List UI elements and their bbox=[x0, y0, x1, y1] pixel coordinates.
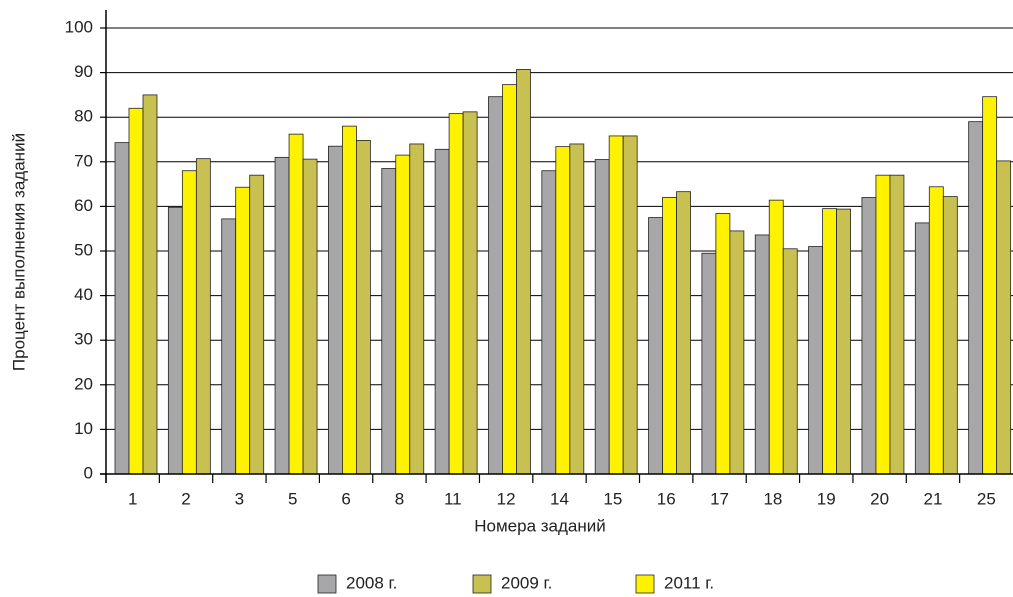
bar bbox=[249, 174, 265, 475]
x-tick-label: 17 bbox=[710, 489, 729, 508]
x-tick-label: 25 bbox=[977, 489, 996, 508]
legend-label: 2009 г. bbox=[501, 573, 552, 592]
bar bbox=[128, 107, 144, 475]
bar bbox=[676, 191, 691, 475]
bar bbox=[968, 121, 984, 475]
x-tick-label: 1 bbox=[128, 489, 137, 508]
bar bbox=[181, 170, 197, 475]
bar bbox=[302, 158, 318, 475]
bar bbox=[488, 96, 503, 475]
bar bbox=[288, 133, 304, 475]
bar bbox=[594, 159, 610, 475]
bar bbox=[342, 125, 357, 475]
bar bbox=[996, 160, 1012, 475]
bar bbox=[768, 199, 784, 475]
bar bbox=[701, 252, 717, 475]
bar bbox=[516, 69, 531, 475]
bar bbox=[648, 217, 663, 475]
y-axis-title: Процент выполнения заданий bbox=[9, 133, 28, 371]
bar bbox=[409, 143, 425, 475]
y-tick-label: 50 bbox=[74, 240, 93, 259]
bar bbox=[274, 156, 290, 475]
bar bbox=[328, 145, 343, 475]
bar bbox=[608, 135, 624, 475]
bar bbox=[195, 158, 211, 475]
bar bbox=[448, 113, 464, 475]
legend-label: 2011 г. bbox=[664, 573, 714, 592]
bar bbox=[782, 248, 798, 475]
y-tick-label: 100 bbox=[65, 17, 93, 36]
x-tick-label: 19 bbox=[817, 489, 836, 508]
bar bbox=[889, 174, 905, 475]
bar bbox=[982, 96, 998, 475]
bar bbox=[381, 168, 397, 475]
bar bbox=[502, 84, 517, 475]
bar bbox=[434, 148, 450, 475]
y-tick-label: 20 bbox=[74, 374, 93, 393]
y-tick-label: 70 bbox=[74, 151, 93, 170]
y-tick-label: 30 bbox=[74, 330, 93, 349]
legend-swatch bbox=[472, 574, 492, 594]
y-tick-label: 10 bbox=[74, 419, 93, 438]
x-axis-title: Номера заданий bbox=[474, 516, 606, 535]
x-tick-label: 14 bbox=[550, 489, 569, 508]
legend-label: 2008 г. bbox=[346, 573, 397, 592]
bar bbox=[167, 206, 183, 475]
x-tick-label: 11 bbox=[444, 489, 462, 508]
bar bbox=[541, 170, 557, 475]
bar bbox=[462, 111, 478, 475]
bar bbox=[729, 230, 745, 475]
x-tick-label: 21 bbox=[924, 489, 943, 508]
bar bbox=[754, 234, 770, 475]
bar bbox=[622, 135, 638, 475]
y-tick-label: 80 bbox=[74, 107, 93, 126]
bar bbox=[555, 146, 571, 475]
bar bbox=[715, 213, 731, 475]
bar bbox=[861, 197, 877, 475]
legend-swatch bbox=[317, 574, 337, 594]
bar bbox=[114, 142, 130, 475]
x-tick-label: 18 bbox=[763, 489, 782, 508]
x-tick-label: 3 bbox=[235, 489, 244, 508]
x-tick-label: 8 bbox=[395, 489, 404, 508]
bar bbox=[356, 139, 371, 475]
bar bbox=[808, 246, 823, 475]
bar bbox=[928, 186, 944, 475]
bar bbox=[395, 154, 411, 475]
x-tick-label: 6 bbox=[341, 489, 350, 508]
y-tick-label: 0 bbox=[84, 463, 93, 482]
bar bbox=[569, 143, 585, 475]
bar bbox=[942, 196, 958, 475]
x-tick-label: 20 bbox=[870, 489, 889, 508]
bar bbox=[662, 197, 677, 475]
bar bbox=[822, 208, 837, 475]
x-tick-label: 2 bbox=[181, 489, 190, 508]
bar bbox=[914, 222, 930, 475]
x-tick-label: 15 bbox=[603, 489, 622, 508]
bar bbox=[875, 174, 891, 475]
legend-swatch bbox=[635, 574, 655, 594]
bar bbox=[235, 186, 251, 475]
y-tick-label: 40 bbox=[74, 285, 93, 304]
x-tick-label: 16 bbox=[657, 489, 676, 508]
bar bbox=[142, 94, 158, 475]
bar bbox=[836, 208, 851, 475]
y-tick-label: 60 bbox=[74, 196, 93, 215]
x-tick-label: 12 bbox=[497, 489, 516, 508]
x-tick-label: 5 bbox=[288, 489, 297, 508]
y-tick-label: 90 bbox=[74, 62, 93, 81]
bar bbox=[221, 218, 237, 475]
